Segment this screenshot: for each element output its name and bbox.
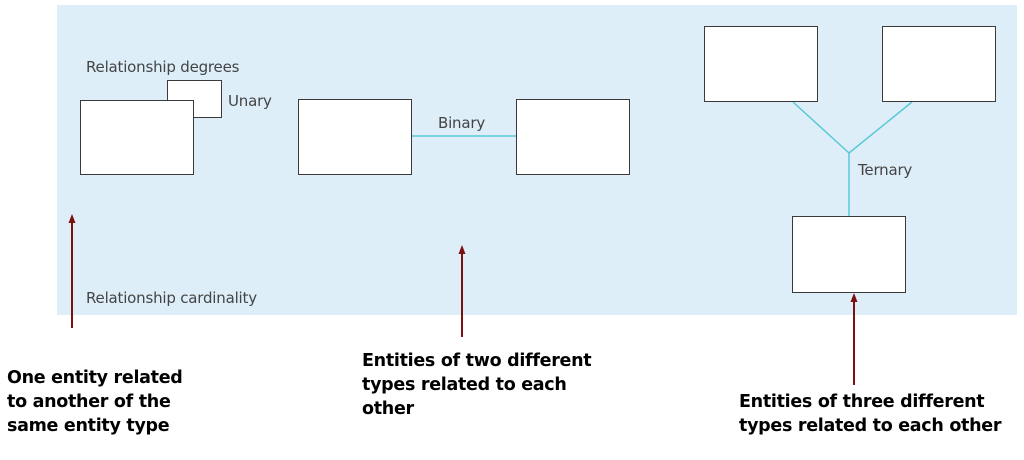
arrow-unary (68, 214, 76, 328)
binary-note: Entities of two different types related … (362, 349, 592, 421)
binary-note-line: other (362, 399, 414, 419)
binary-label: Binary (438, 114, 486, 132)
ternary-entity-top-left (704, 26, 818, 102)
relationship-degrees-label: Relationship degrees (86, 58, 240, 76)
ternary-connector-left (792, 101, 850, 154)
unary-note-line: One entity related (7, 368, 183, 388)
ternary-entity-bottom (792, 216, 906, 293)
unary-note-line: to another of the (7, 392, 171, 412)
arrow-ternary (850, 293, 858, 385)
unary-note: One entity related to another of the sam… (7, 366, 183, 438)
relationship-cardinality-label: Relationship cardinality (86, 289, 257, 307)
unary-note-line: same entity type (7, 416, 170, 436)
arrow-binary (458, 245, 466, 337)
ternary-connector-right (848, 101, 913, 154)
binary-note-line: types related to each (362, 375, 567, 395)
ternary-note-line: types related to each other (739, 416, 1002, 436)
ternary-entity-top-right (882, 26, 996, 102)
ternary-note-line: Entities of three different (739, 392, 985, 412)
ternary-label: Ternary (858, 161, 913, 179)
ternary-note: Entities of three different types relate… (739, 390, 1001, 438)
binary-note-line: Entities of two different (362, 351, 592, 371)
binary-entity-left (298, 99, 412, 175)
unary-entity-main (80, 100, 194, 175)
unary-label: Unary (228, 92, 272, 110)
binary-entity-right (516, 99, 630, 175)
